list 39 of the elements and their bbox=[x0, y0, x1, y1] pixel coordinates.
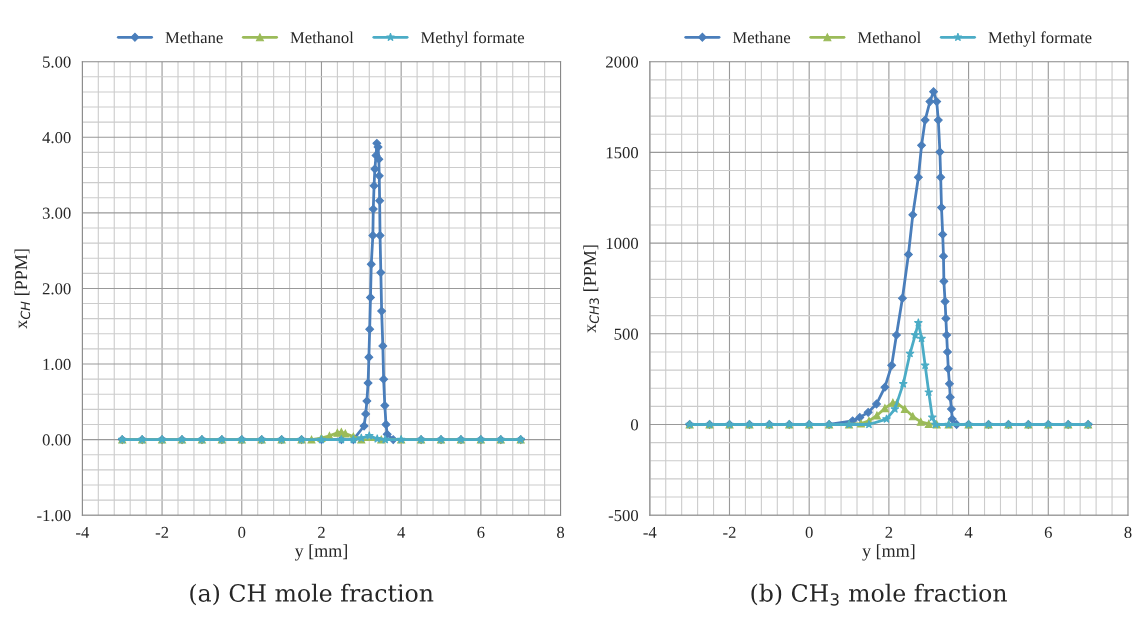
y-tick-label: 0 bbox=[630, 419, 639, 431]
legend-label: Methyl formate bbox=[420, 31, 525, 47]
x-tick-label: 4 bbox=[964, 526, 973, 538]
y-tick-label: 2000 bbox=[606, 56, 639, 68]
x-tick-label: 0 bbox=[805, 526, 813, 539]
y-tick-label: -500 bbox=[608, 509, 639, 522]
legend-label: Methane bbox=[165, 31, 223, 44]
x-tick-label: 8 bbox=[557, 526, 565, 539]
y-tick-label: 500 bbox=[614, 328, 639, 340]
x-tick-label: 2 bbox=[318, 526, 325, 538]
text: (b) CH$_{3}$ mole fraction bbox=[751, 583, 1007, 606]
y-tick-label: 3.00 bbox=[42, 207, 71, 219]
x-axis-title: y [mm] bbox=[294, 544, 347, 561]
legend-label: Methanol bbox=[290, 31, 354, 44]
x-tick-label: 0 bbox=[238, 526, 246, 539]
y-tick-label: 1.00 bbox=[43, 358, 71, 371]
y-tick-label: 1000 bbox=[606, 237, 639, 250]
legend-label: Methane bbox=[732, 31, 791, 44]
x-tick-label: 4 bbox=[397, 526, 406, 538]
x-tick-label: -4 bbox=[76, 526, 90, 538]
y-tick-label: -1.00 bbox=[37, 509, 71, 522]
x-tick-label: -2 bbox=[155, 526, 169, 538]
x-tick-label: 8 bbox=[1124, 526, 1132, 539]
x-tick-label: 6 bbox=[1044, 526, 1052, 539]
x-axis-title: y [mm] bbox=[862, 544, 915, 561]
y-tick-label: 1500 bbox=[606, 147, 639, 159]
y-axis-title: x$_{CH3}$ [PPM] bbox=[583, 245, 599, 333]
legend-label: Methanol bbox=[857, 31, 921, 44]
x-tick-label: -2 bbox=[723, 526, 736, 538]
y-tick-label: 4.00 bbox=[42, 131, 71, 144]
legend-label: Methyl formate bbox=[988, 31, 1092, 47]
y-tick-label: 0.00 bbox=[42, 434, 71, 446]
y-tick-label: 5.00 bbox=[43, 56, 71, 68]
x-tick-label: 2 bbox=[885, 526, 893, 538]
y-axis-title: x$_{CH}$ [PPM] bbox=[14, 249, 31, 329]
x-tick-label: 6 bbox=[477, 526, 485, 539]
x-tick-label: -4 bbox=[643, 526, 657, 538]
y-tick-label: 2.00 bbox=[42, 283, 71, 295]
text: (a) CH mole fraction bbox=[190, 583, 434, 606]
